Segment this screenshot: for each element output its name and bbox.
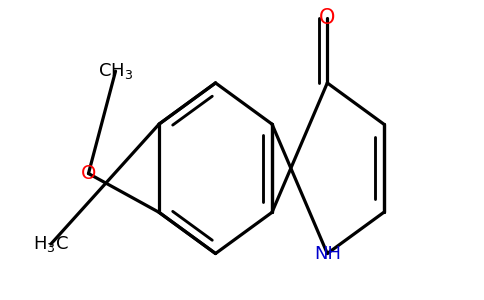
Text: CH$_3$: CH$_3$ (98, 61, 133, 81)
Text: NH: NH (314, 244, 341, 262)
Text: O: O (319, 8, 335, 28)
Text: H$_3$C: H$_3$C (33, 234, 69, 254)
Text: O: O (81, 164, 96, 183)
